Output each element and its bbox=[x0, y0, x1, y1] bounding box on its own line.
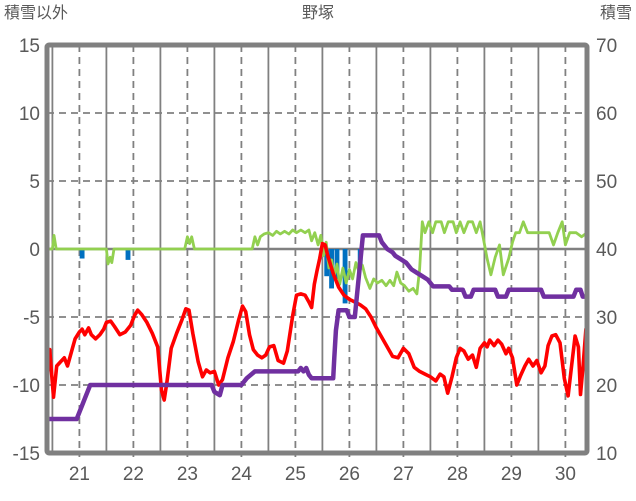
x-tick-label: 28 bbox=[447, 464, 468, 485]
y-left-tick-label: -15 bbox=[13, 444, 40, 465]
left-axis-title: 積雪以外 bbox=[4, 4, 68, 22]
blue-bar bbox=[125, 249, 131, 260]
red-line bbox=[45, 241, 588, 402]
x-tick-label: 21 bbox=[69, 464, 90, 485]
purple-line bbox=[44, 233, 590, 422]
right-axis-title: 積雪 bbox=[600, 4, 632, 22]
y-left-tick-label: 5 bbox=[29, 172, 40, 193]
plot-border bbox=[44, 42, 590, 456]
green-line bbox=[45, 220, 589, 296]
y-right-tick-label: 70 bbox=[596, 36, 617, 57]
y-right-tick-label: 60 bbox=[596, 104, 617, 125]
blue-bar bbox=[324, 249, 330, 277]
x-tick-label: 29 bbox=[501, 464, 522, 485]
plot-frame bbox=[44, 42, 590, 456]
chart-title: 野塚 bbox=[302, 4, 334, 22]
y-left-tick-label: 10 bbox=[19, 104, 40, 125]
y-right-tick-label: 10 bbox=[596, 444, 617, 465]
blue-bar bbox=[79, 249, 85, 259]
y-left-tick-label: -5 bbox=[23, 308, 40, 329]
y-right-tick-label: 50 bbox=[596, 172, 617, 193]
line-series bbox=[44, 220, 590, 422]
y-left-tick-label: 15 bbox=[19, 36, 40, 57]
x-tick-label: 27 bbox=[393, 464, 414, 485]
x-tick-label: 22 bbox=[123, 464, 144, 485]
y-left-tick-label: 0 bbox=[29, 240, 40, 261]
x-tick-label: 26 bbox=[339, 464, 360, 485]
y-right-tick-label: 30 bbox=[596, 308, 617, 329]
x-tick-label: 25 bbox=[285, 464, 306, 485]
y-right-tick-label: 40 bbox=[596, 240, 617, 261]
x-tick-label: 30 bbox=[555, 464, 576, 485]
x-tick-label: 23 bbox=[177, 464, 198, 485]
x-tick-label: 24 bbox=[231, 464, 253, 485]
y-left-tick-label: -10 bbox=[13, 376, 40, 397]
y-right-tick-label: 20 bbox=[596, 376, 617, 397]
